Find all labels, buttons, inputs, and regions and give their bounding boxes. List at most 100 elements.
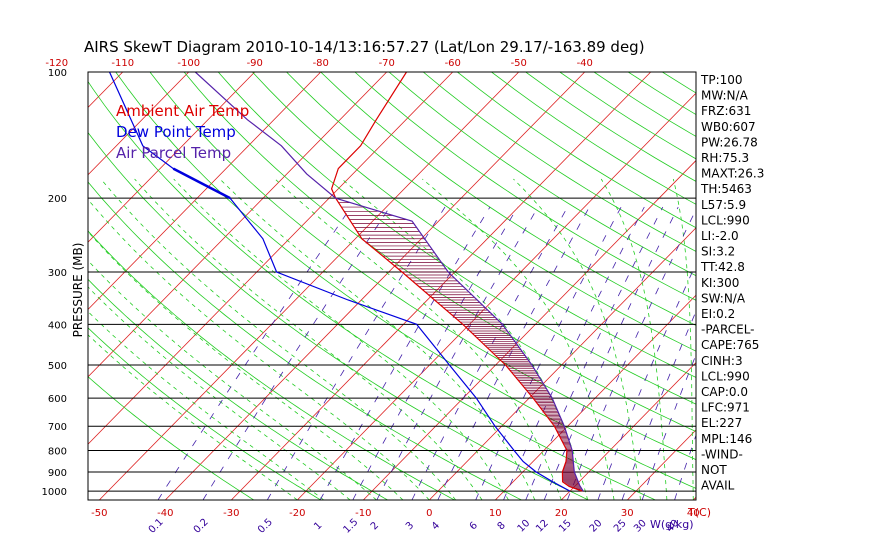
isotherm-line [429, 227, 696, 500]
mixing-ratio-label: 4 [430, 520, 442, 532]
bottom-temp-label: -50 [91, 508, 107, 519]
moist-adiabat-line [88, 334, 298, 500]
legend-entry: Dew Point Temp [116, 123, 236, 141]
mixing-ratio-line [621, 310, 696, 500]
mixing-ratio-line [411, 206, 568, 500]
index-entry: TT:42.8 [700, 260, 745, 274]
dry-adiabat-line [354, 72, 696, 301]
isotherm-line [88, 72, 322, 311]
mixing-ratio-label: 30 [632, 518, 649, 535]
mixing-ratio-line [543, 206, 679, 500]
top-temp-label: -90 [247, 58, 263, 69]
pressure-tick-label: 700 [48, 422, 67, 433]
index-entry: -WIND- [701, 447, 743, 461]
pressure-tick-label: 800 [48, 447, 67, 458]
moist-adiabat-line [672, 178, 694, 500]
isotherm-line [88, 72, 190, 176]
moist-adiabat-line [513, 178, 641, 500]
mixing-ratio-line [503, 206, 645, 500]
plot-area [88, 72, 870, 500]
mixing-ratio-unit: W(g/kg) [650, 518, 694, 531]
isotherm-line [825, 72, 870, 500]
dry-adiabat-line [88, 80, 656, 500]
mixing-ratio-line [202, 206, 391, 500]
index-entry: KI:300 [701, 276, 739, 290]
top-temp-label: -80 [313, 58, 329, 69]
index-entry: MW:N/A [701, 89, 749, 103]
top-temp-label: -120 [45, 58, 68, 69]
moist-adiabat-line [134, 178, 483, 500]
pressure-tick-label: 200 [48, 194, 67, 205]
dewpoint-highlight [172, 167, 231, 200]
dry-adiabat-line [217, 72, 696, 405]
moist-adiabat-line [341, 178, 589, 500]
mixing-ratio-label: 6 [468, 520, 480, 532]
bottom-temp-label: -40 [157, 508, 173, 519]
dry-adiabat-line [88, 131, 589, 500]
moist-adiabat-line [88, 259, 377, 500]
pressure-tick-label: 500 [48, 361, 67, 372]
dry-adiabat-line [115, 72, 696, 489]
mixing-ratio-label: 0.2 [192, 517, 211, 536]
isotherm-line [231, 72, 652, 500]
index-entry: WB0:607 [701, 120, 756, 134]
isotherm-line [88, 72, 388, 378]
dry-adiabat-line [320, 72, 696, 326]
mixing-ratio-label: 12 [534, 518, 551, 535]
index-entry: TP:100 [700, 73, 743, 87]
moist-adiabat-line [422, 178, 615, 500]
index-entry: -PARCEL- [701, 323, 755, 337]
index-entry: LFC:971 [701, 401, 750, 415]
bottom-temp-label: 40 [687, 508, 700, 519]
index-entry: SI:3.2 [701, 245, 735, 259]
pressure-tick-label: 100 [48, 68, 67, 79]
dry-adiabat-line [88, 376, 255, 500]
dry-adiabat-line [662, 72, 696, 94]
mixing-ratio-line [566, 208, 696, 500]
mixing-ratio-label: 1.5 [341, 517, 360, 536]
profile-ambient-air-temp [330, 72, 583, 492]
index-entry: CINH:3 [701, 354, 743, 368]
index-entry: LCL:990 [701, 213, 750, 227]
isotherm-line [561, 361, 696, 500]
pressure-tick-label: 1000 [42, 487, 67, 498]
mixing-ratio-line [157, 206, 352, 500]
chart-title: AIRS SkewT Diagram 2010-10-14/13:16:57.2… [84, 38, 645, 56]
top-temp-label: -110 [111, 58, 134, 69]
x-bottom-unit: T(C) [687, 506, 711, 519]
index-entry: PW:26.78 [701, 135, 758, 149]
isotherm-line [88, 72, 256, 243]
mixing-ratio-line [319, 206, 491, 500]
top-temp-label: -50 [511, 58, 527, 69]
dry-adiabat-line [88, 230, 455, 500]
bottom-temp-label: 0 [426, 508, 432, 519]
index-entry: CAPE:765 [701, 338, 759, 352]
bottom-temp-label: -30 [223, 508, 239, 519]
index-entry: SW:N/A [701, 291, 746, 305]
top-temp-label: -60 [445, 58, 461, 69]
index-entry: EL:227 [701, 416, 742, 430]
legend-entry: Air Parcel Temp [116, 144, 231, 162]
index-entry: NOT [701, 463, 727, 477]
dry-adiabat-line [252, 72, 696, 378]
pressure-tick-label: 900 [48, 468, 67, 479]
top-temp-label: -40 [577, 58, 593, 69]
top-temp-label: -100 [177, 58, 200, 69]
mixing-ratio-label: 10 [516, 518, 533, 535]
mixing-ratio-label: 0.5 [256, 517, 275, 536]
y-axis-label: PRESSURE (MB) [71, 243, 85, 338]
dry-adiabat-line [422, 72, 696, 252]
index-entry: LI:-2.0 [701, 229, 739, 243]
pressure-tick-label: 300 [48, 268, 67, 279]
dry-adiabat-line [491, 72, 696, 205]
isotherm-line [88, 72, 124, 109]
dry-adiabat-line [286, 72, 696, 352]
plot-frame [87, 71, 697, 501]
mixing-ratio-label: 3 [404, 520, 416, 532]
mixing-ratio-label: 8 [496, 520, 508, 532]
dry-adiabat-line [149, 72, 696, 461]
moist-adiabat-line [88, 198, 430, 500]
mixing-ratio-line [475, 206, 622, 500]
dry-adiabat-line [88, 327, 322, 500]
